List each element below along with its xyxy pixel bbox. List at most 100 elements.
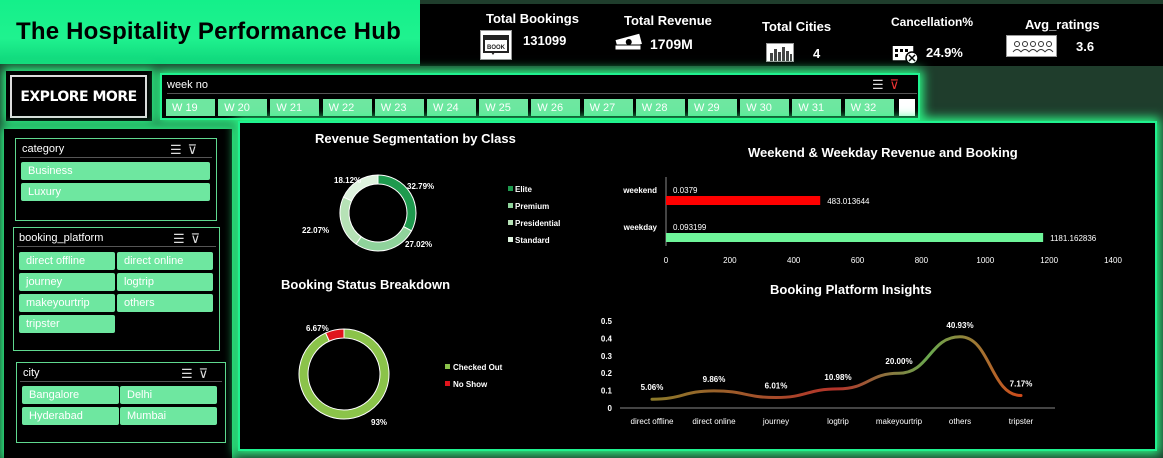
bar-x-tick-1400: 1400 (1104, 256, 1122, 265)
revenue-legend-standard: Standard (515, 236, 550, 245)
clear-filter-icon[interactable]: ⊽ (190, 231, 207, 246)
week-chip-w31[interactable]: W 31 (792, 99, 842, 116)
week-chip-w30[interactable]: W 30 (740, 99, 790, 116)
multi-select-icon[interactable]: ☰ (872, 77, 890, 92)
week-chip-w23[interactable]: W 23 (374, 99, 424, 116)
title-banner (0, 0, 420, 64)
booking-status-title: Booking Status Breakdown (281, 277, 451, 292)
revenue-legend-premium: Premium (515, 202, 549, 211)
kpi-total-revenue-value: 1709M (650, 36, 693, 52)
week-slicer-icons: ☰⊽ (872, 77, 905, 93)
category-chip-business[interactable]: Business (21, 162, 210, 180)
bar-booking-label-weekend: 0.0379 (673, 186, 698, 195)
line-point-label-direct-online: 9.86% (703, 375, 726, 384)
status-slice-checked-out (298, 328, 390, 420)
week-chip-w26[interactable]: W 26 (531, 99, 581, 116)
week-chip-w32[interactable]: W 32 (844, 99, 894, 116)
platform-slicer-label: booking_platform (19, 232, 104, 244)
explore-more-button[interactable]: EXPLORE MORE (10, 75, 147, 118)
multi-select-icon[interactable]: ☰ (173, 231, 191, 246)
line-x-tick-logtrip: logtrip (827, 417, 849, 426)
platform-chip-direct-offline[interactable]: direct offline (19, 252, 115, 270)
week-slicer-divider (167, 93, 917, 94)
line-y-tick-0: 0 (608, 404, 613, 413)
category-chip-luxury[interactable]: Luxury (21, 183, 210, 201)
revenue-slice-standard (342, 174, 379, 202)
week-chip-w28[interactable]: W 28 (635, 99, 685, 116)
bar-x-tick-0: 0 (664, 256, 669, 265)
kpi-cancellation-value: 24.9% (926, 45, 963, 60)
kpi-total-revenue-label: Total Revenue (624, 13, 712, 28)
line-x-tick-direct-online: direct online (692, 417, 736, 426)
platform-slicer-icons: ☰⊽ (173, 231, 206, 247)
week-chip-w24[interactable]: W 24 (427, 99, 476, 116)
bar-x-tick-400: 400 (787, 256, 801, 265)
bar-booking-label-weekday: 0.093199 (673, 223, 707, 232)
kpi-avg-ratings-label: Avg_ratings (1025, 17, 1100, 32)
line-x-tick-tripster: tripster (1009, 417, 1034, 426)
calendar-cancel-icon (890, 38, 920, 66)
kpi-cancellation-label: Cancellation% (891, 15, 974, 29)
status-label-checked-out: 93% (371, 418, 387, 427)
revenue-slice-presidential (339, 196, 362, 245)
line-point-label-others: 40.93% (946, 321, 973, 330)
platform-chip-direct-online[interactable]: direct online (117, 252, 213, 270)
line-point-label-makeyourtrip: 20.00% (885, 357, 912, 366)
revenue-slice-label-standard: 18.12% (334, 176, 361, 185)
book-icon: BOOK (480, 30, 512, 60)
city-chip-bangalore[interactable]: Bangalore (22, 386, 119, 404)
week-slicer-scrollbar[interactable] (899, 99, 915, 116)
week-slicer-label: week no (167, 79, 208, 91)
category-divider (20, 157, 212, 158)
week-chip-w20[interactable]: W 20 (218, 99, 268, 116)
line-y-tick-0.5: 0.5 (601, 317, 613, 326)
platform-chip-logtrip[interactable]: logtrip (117, 273, 213, 291)
platform-divider (17, 246, 216, 247)
bar-x-tick-800: 800 (915, 256, 929, 265)
revenue-legend-presidential: Presidential (515, 219, 560, 228)
bar-category-weekday: weekday (623, 223, 658, 232)
platform-chip-makeyourtrip[interactable]: makeyourtrip (19, 294, 115, 312)
revenue-legend-swatch-elite (508, 186, 513, 191)
clear-filter-icon[interactable]: ⊽ (187, 142, 204, 157)
revenue-slice-premium (355, 225, 413, 252)
multi-select-icon[interactable]: ☰ (170, 142, 188, 157)
city-chip-hyderabad[interactable]: Hyderabad (22, 407, 119, 425)
status-legend-swatch-no-show (445, 381, 450, 386)
clear-filter-icon[interactable]: ⊽ (198, 366, 215, 381)
week-chip-w21[interactable]: W 21 (270, 99, 320, 116)
status-label-no-show: 6.67% (306, 324, 329, 333)
revenue-class-title: Revenue Segmentation by Class (315, 131, 516, 146)
bar-revenue-label-weekday: 1181.162836 (1050, 234, 1097, 243)
city-slicer-label: city (23, 367, 40, 379)
line-x-tick-direct-offline: direct offline (631, 417, 675, 426)
line-x-tick-makeyourtrip: makeyourtrip (876, 417, 923, 426)
multi-select-icon[interactable]: ☰ (181, 366, 199, 381)
city-divider (20, 381, 222, 382)
platform-chip-others[interactable]: others (117, 294, 213, 312)
kpi-bar: Total Bookings BOOK 131099 Total Revenue… (420, 4, 1163, 66)
week-chip-w19[interactable]: W 19 (166, 99, 215, 116)
kpi-avg-ratings-value: 3.6 (1076, 39, 1095, 54)
city-chip-delhi[interactable]: Delhi (120, 386, 217, 404)
bar-x-tick-200: 200 (723, 256, 737, 265)
platform-chip-journey[interactable]: journey (19, 273, 115, 291)
line-y-tick-0.2: 0.2 (601, 369, 613, 378)
bar-x-tick-600: 600 (851, 256, 865, 265)
city-chip-mumbai[interactable]: Mumbai (120, 407, 217, 425)
weekend-weekday-title: Weekend & Weekday Revenue and Booking (748, 145, 1018, 160)
status-legend-swatch-checked-out (445, 364, 450, 369)
line-y-tick-0.4: 0.4 (601, 334, 613, 343)
revenue-legend-swatch-presidential (508, 220, 513, 225)
clear-filter-icon[interactable]: ⊽ (889, 77, 906, 92)
week-chip-w27[interactable]: W 27 (583, 99, 633, 116)
week-chip-w29[interactable]: W 29 (688, 99, 737, 116)
bar-revenue-label-weekend: 483.013644 (827, 197, 870, 206)
week-chip-w25[interactable]: W 25 (479, 99, 529, 116)
category-slicer-icons: ☰⊽ (170, 142, 203, 158)
platform-chip-tripster[interactable]: tripster (19, 315, 115, 333)
revenue-slice-label-premium: 27.02% (405, 240, 432, 249)
week-chip-w22[interactable]: W 22 (322, 99, 372, 116)
line-point-label-direct-offline: 5.06% (641, 383, 664, 392)
line-y-tick-0.3: 0.3 (601, 352, 613, 361)
